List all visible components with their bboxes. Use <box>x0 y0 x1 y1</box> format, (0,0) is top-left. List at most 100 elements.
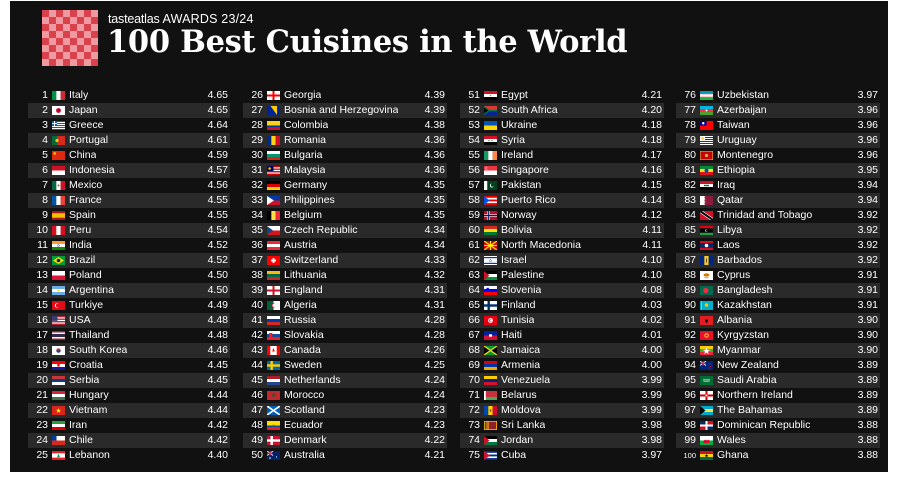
list-item: 70 Venezuela 3.99 <box>460 373 664 388</box>
rank-number: 54 <box>468 134 480 146</box>
country-name: Spain <box>69 209 96 221</box>
country-name: Venezuela <box>501 374 551 386</box>
flag-az-icon <box>700 106 713 115</box>
rating-score: 4.21 <box>424 449 445 461</box>
list-item: 26 Georgia 4.39 <box>243 88 447 103</box>
country-name: Poland <box>69 269 102 281</box>
rating-score: 4.23 <box>424 419 445 431</box>
country-name: Lebanon <box>69 449 110 461</box>
country-name: Malaysia <box>284 164 326 176</box>
list-item: 73 Sri Lanka 3.98 <box>460 418 664 433</box>
flag-ma-icon <box>267 391 280 400</box>
rating-score: 4.64 <box>207 119 228 131</box>
rating-score: 3.90 <box>857 314 878 326</box>
country-name: Indonesia <box>69 164 115 176</box>
list-item: 65 Finland 4.03 <box>460 298 664 313</box>
rating-score: 4.54 <box>207 224 228 236</box>
country-name: Bangladesh <box>717 284 773 296</box>
rating-score: 4.28 <box>424 329 445 341</box>
flag-by-icon <box>484 391 497 400</box>
rank-number: 96 <box>684 389 696 401</box>
country-name: Serbia <box>69 374 100 386</box>
rating-score: 4.03 <box>641 299 662 311</box>
country-name: Romania <box>284 134 327 146</box>
rating-score: 3.91 <box>857 299 878 311</box>
list-item: 64 Slovenia 4.08 <box>460 283 664 298</box>
country-name: Palestine <box>501 269 545 281</box>
list-item: 68 Jamaica 4.00 <box>460 343 664 358</box>
flag-mx-icon <box>52 181 65 190</box>
rating-score: 4.44 <box>207 389 228 401</box>
rating-score: 3.96 <box>857 104 878 116</box>
rating-score: 4.14 <box>641 194 662 206</box>
flag-gr-icon <box>52 121 65 130</box>
country-name: Vietnam <box>69 404 108 416</box>
rating-score: 4.49 <box>207 299 228 311</box>
flag-mm-icon <box>700 346 713 355</box>
list-item: 10 Peru 4.54 <box>28 223 230 238</box>
country-name: Pakistan <box>501 179 542 191</box>
flag-ly-icon <box>700 226 713 235</box>
rank-number: 72 <box>468 404 480 416</box>
list-item: 77 Azerbaijan 3.96 <box>676 103 880 118</box>
list-item: 8 France 4.55 <box>28 193 230 208</box>
rating-score: 4.32 <box>424 269 445 281</box>
list-item: 50 Australia 4.21 <box>243 448 447 463</box>
list-item: 59 Norway 4.12 <box>460 208 664 223</box>
flag-de-icon <box>267 181 280 190</box>
flag-pt-icon <box>52 136 65 145</box>
country-name: South Africa <box>501 104 558 116</box>
flag-pl-icon <box>52 271 65 280</box>
country-name: Ghana <box>717 449 749 461</box>
rank-number: 4 <box>42 134 48 146</box>
country-name: France <box>69 194 102 206</box>
list-item: 29 Romania 4.36 <box>243 133 447 148</box>
rank-number: 37 <box>251 254 263 266</box>
list-item: 43 Canada 4.26 <box>243 343 447 358</box>
rank-number: 86 <box>684 239 696 251</box>
rank-number: 24 <box>36 434 48 446</box>
rank-number: 59 <box>468 209 480 221</box>
rating-score: 4.10 <box>641 269 662 281</box>
flag-am-icon <box>484 361 497 370</box>
country-name: Philippines <box>284 194 335 206</box>
brand-line: tasteatlas AWARDS 23/24 <box>108 12 254 26</box>
flag-eg-icon <box>484 91 497 100</box>
country-name: Thailand <box>69 329 110 341</box>
list-item: 2 Japan 4.65 <box>28 103 230 118</box>
rank-number: 10 <box>36 224 48 236</box>
list-item: 39 England 4.31 <box>243 283 447 298</box>
flag-be-icon <box>267 211 280 220</box>
list-item: 25 Lebanon 4.40 <box>28 448 230 463</box>
flag-gb-eng-icon <box>267 286 280 295</box>
rank-number: 1 <box>42 89 48 101</box>
list-item: 90 Kazakhstan 3.91 <box>676 298 880 313</box>
rank-number: 97 <box>684 404 696 416</box>
rank-number: 81 <box>684 164 696 176</box>
rating-score: 4.18 <box>641 119 662 131</box>
rating-score: 4.42 <box>207 419 228 431</box>
rank-number: 80 <box>684 149 696 161</box>
rating-score: 4.45 <box>207 374 228 386</box>
rating-score: 4.35 <box>424 179 445 191</box>
rating-score: 4.01 <box>641 329 662 341</box>
list-item: 85 Libya 3.92 <box>676 223 880 238</box>
rating-score: 4.31 <box>424 284 445 296</box>
country-name: Slovakia <box>284 329 324 341</box>
country-name: Montenegro <box>717 149 774 161</box>
rank-number: 74 <box>468 434 480 446</box>
list-item: 81 Ethiopia 3.95 <box>676 163 880 178</box>
flag-kz-icon <box>700 301 713 310</box>
rank-number: 17 <box>36 329 48 341</box>
flag-tr-icon <box>52 301 65 310</box>
rank-number: 29 <box>251 134 263 146</box>
list-item: 96 Northern Ireland 3.89 <box>676 388 880 403</box>
rank-number: 35 <box>251 224 263 236</box>
rank-number: 66 <box>468 314 480 326</box>
awards-label: AWARDS 23/24 <box>162 12 254 26</box>
rating-score: 4.45 <box>207 359 228 371</box>
country-name: Greece <box>69 119 104 131</box>
ranking-board: tasteatlas AWARDS 23/24 100 Best Cuisine… <box>10 1 888 472</box>
country-name: Algeria <box>284 299 317 311</box>
rating-score: 4.50 <box>207 269 228 281</box>
